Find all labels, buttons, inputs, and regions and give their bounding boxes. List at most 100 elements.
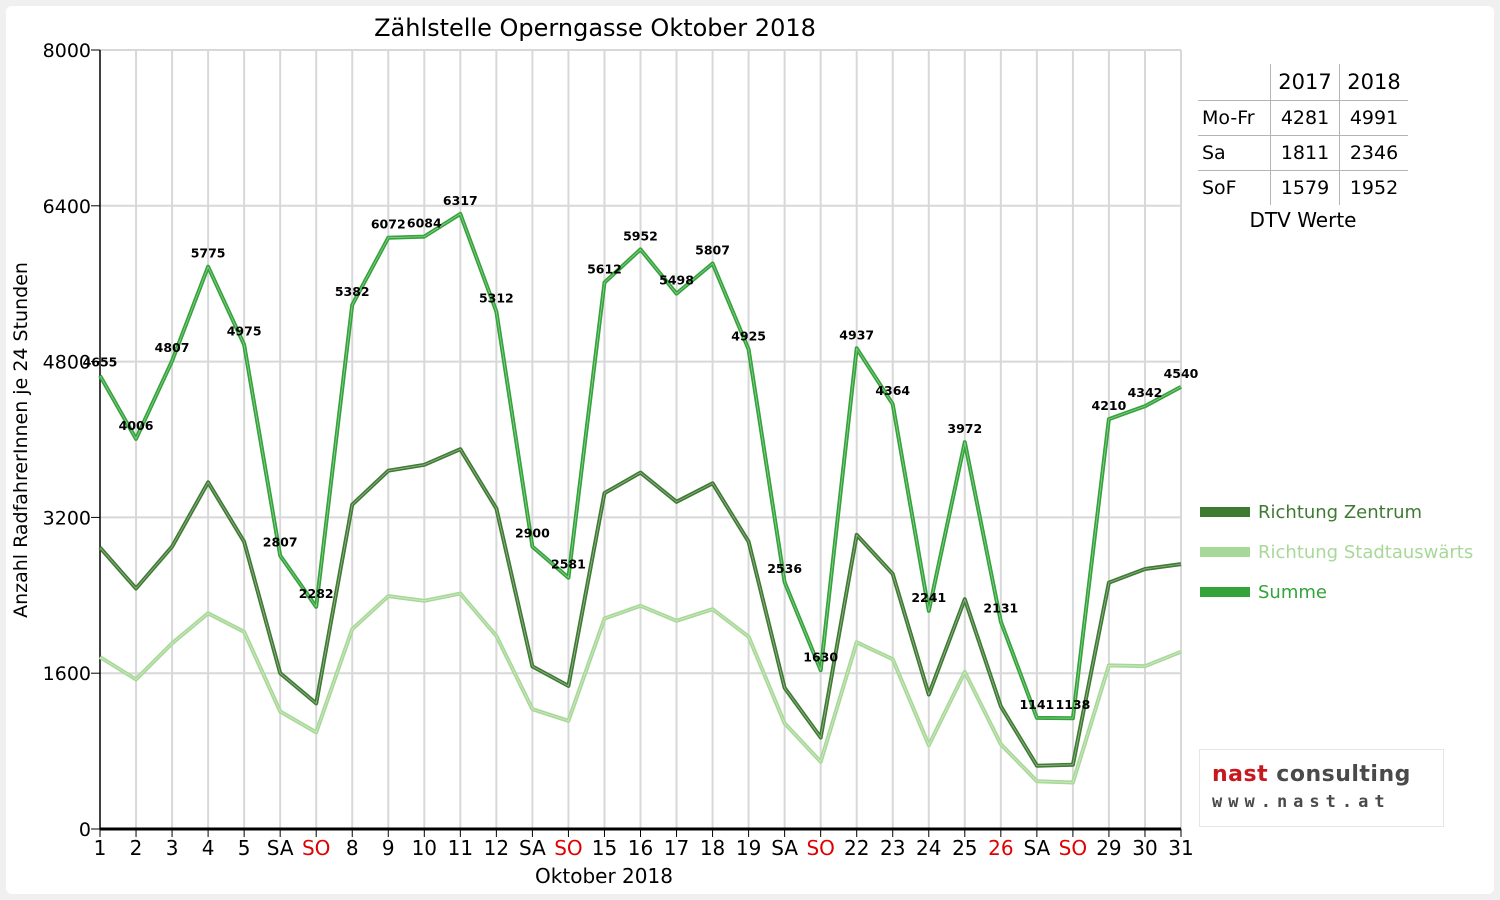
dtv-row-label: Sa	[1198, 135, 1271, 171]
legend-label-stadtauswaerts: Richtung Stadtauswärts	[1258, 541, 1474, 563]
x-tick-label: 5	[238, 836, 251, 860]
dtv-value: 4991	[1339, 100, 1408, 136]
y-tick-label: 0	[79, 819, 91, 841]
data-label: 5612	[587, 262, 622, 277]
logo-wordmark: nast consulting	[1212, 762, 1411, 787]
x-tick-label: 2	[130, 836, 143, 860]
dtv-row-label: Mo-Fr	[1198, 100, 1271, 136]
data-label: 6072	[371, 217, 406, 232]
data-label: 4342	[1128, 385, 1163, 400]
data-label: 2807	[263, 535, 298, 550]
dtv-col-2018: 2018	[1339, 64, 1408, 101]
dtv-row: Mo-Fr 4281 4991	[1198, 100, 1408, 136]
data-label: 5312	[479, 291, 514, 306]
dtv-value: 2346	[1339, 135, 1408, 171]
dtv-row: SoF 1579 1952	[1198, 170, 1408, 205]
y-tick-label: 1600	[43, 663, 91, 685]
x-tick-label: SA	[1023, 836, 1050, 860]
y-tick-label: 8000	[43, 40, 91, 62]
data-label: 1630	[803, 649, 838, 664]
series-line-highlight-0	[99, 448, 1182, 767]
legend-label-summe: Summe	[1258, 581, 1327, 603]
data-label: 2581	[551, 557, 586, 572]
x-tick-label: 8	[346, 836, 359, 860]
logo-text-consulting: consulting	[1268, 762, 1411, 787]
logo-text-nast: nast	[1212, 762, 1269, 787]
series-line-2	[98, 211, 1182, 721]
dtv-value: 4281	[1270, 100, 1340, 136]
series-line-highlight-2	[99, 213, 1182, 719]
x-tick-label: 9	[382, 836, 395, 860]
x-tick-label: 4	[202, 836, 215, 860]
x-tick-label: 23	[880, 836, 905, 860]
x-tick-label: 1	[94, 836, 107, 860]
x-tick-label: SO	[554, 836, 582, 860]
data-label: 6317	[443, 193, 478, 208]
x-axis-label: Oktober 2018	[535, 864, 673, 888]
dtv-header-row: 2017 2018	[1198, 64, 1408, 101]
x-tick-label: 16	[628, 836, 653, 860]
legend-label-zentrum: Richtung Zentrum	[1258, 501, 1423, 523]
data-label: 5498	[659, 273, 694, 288]
x-tick-label: SO	[1059, 836, 1087, 860]
x-tick-label: 31	[1168, 836, 1193, 860]
data-label: 4210	[1092, 398, 1127, 413]
data-label: 6084	[407, 216, 442, 231]
series-line-0	[98, 447, 1182, 768]
x-tick-label: 29	[1096, 836, 1121, 860]
data-label: 5775	[191, 246, 226, 261]
dtv-caption: DTV Werte	[1249, 208, 1357, 232]
y-axis-label: Anzahl RadfahrerInnen je 24 Stunden	[10, 262, 32, 618]
data-label: 2900	[515, 526, 550, 541]
data-label: 4540	[1164, 366, 1199, 381]
legend-item-stadtauswaerts: Richtung Stadtauswärts	[1200, 532, 1473, 572]
y-tick-label: 6400	[43, 196, 91, 218]
x-tick-label: 18	[700, 836, 725, 860]
y-tick-label: 4800	[43, 352, 91, 374]
data-label: 2536	[767, 561, 802, 576]
data-label: 4655	[83, 355, 118, 370]
dtv-header-empty	[1198, 64, 1271, 101]
data-label: 4937	[839, 327, 874, 342]
x-tick-label: SA	[771, 836, 798, 860]
dtv-row: Sa 1811 2346	[1198, 135, 1408, 171]
x-tick-label: SA	[267, 836, 294, 860]
legend-swatch-stadtauswaerts	[1200, 547, 1250, 557]
legend-item-summe: Summe	[1200, 572, 1473, 612]
x-tick-label: 3	[166, 836, 179, 860]
x-tick-label: 26	[988, 836, 1013, 860]
x-tick-label: 19	[736, 836, 761, 860]
chart-title: Zählstelle Operngasse Oktober 2018	[374, 14, 816, 42]
data-label: 4975	[227, 324, 262, 339]
x-tick-label: SO	[302, 836, 330, 860]
data-label: 2241	[911, 590, 946, 605]
legend: Richtung Zentrum Richtung Stadtauswärts …	[1200, 492, 1473, 612]
legend-swatch-summe	[1200, 587, 1250, 597]
legend-swatch-zentrum	[1200, 507, 1250, 517]
x-tick-label: 11	[448, 836, 473, 860]
dtv-row-label: SoF	[1202, 177, 1237, 199]
data-label: 5382	[335, 284, 370, 299]
x-tick-label: 10	[412, 836, 437, 860]
data-label: 1138	[1056, 697, 1091, 712]
data-label: 2282	[299, 586, 334, 601]
data-label: 4925	[731, 328, 766, 343]
x-tick-label: 24	[916, 836, 941, 860]
dtv-value: 1811	[1270, 135, 1340, 171]
x-tick-label: 12	[484, 836, 509, 860]
x-tick-label: SA	[519, 836, 546, 860]
x-tick-label: 15	[592, 836, 617, 860]
series-line-highlight-1	[99, 593, 1182, 783]
dtv-table: 2017 2018 Mo-Fr 4281 4991 Sa 1811 2346 S…	[1198, 64, 1408, 205]
x-tick-label: 30	[1132, 836, 1157, 860]
series-line-1	[98, 591, 1182, 785]
data-label: 3972	[947, 421, 982, 436]
data-label: 1141	[1019, 697, 1054, 712]
dtv-col-2017: 2017	[1270, 64, 1340, 101]
data-label: 2131	[983, 600, 1018, 615]
data-label: 5807	[695, 243, 730, 258]
logo-url: www.nast.at	[1212, 792, 1391, 812]
dtv-value: 1952	[1339, 170, 1408, 205]
dtv-value: 1579	[1270, 170, 1340, 205]
